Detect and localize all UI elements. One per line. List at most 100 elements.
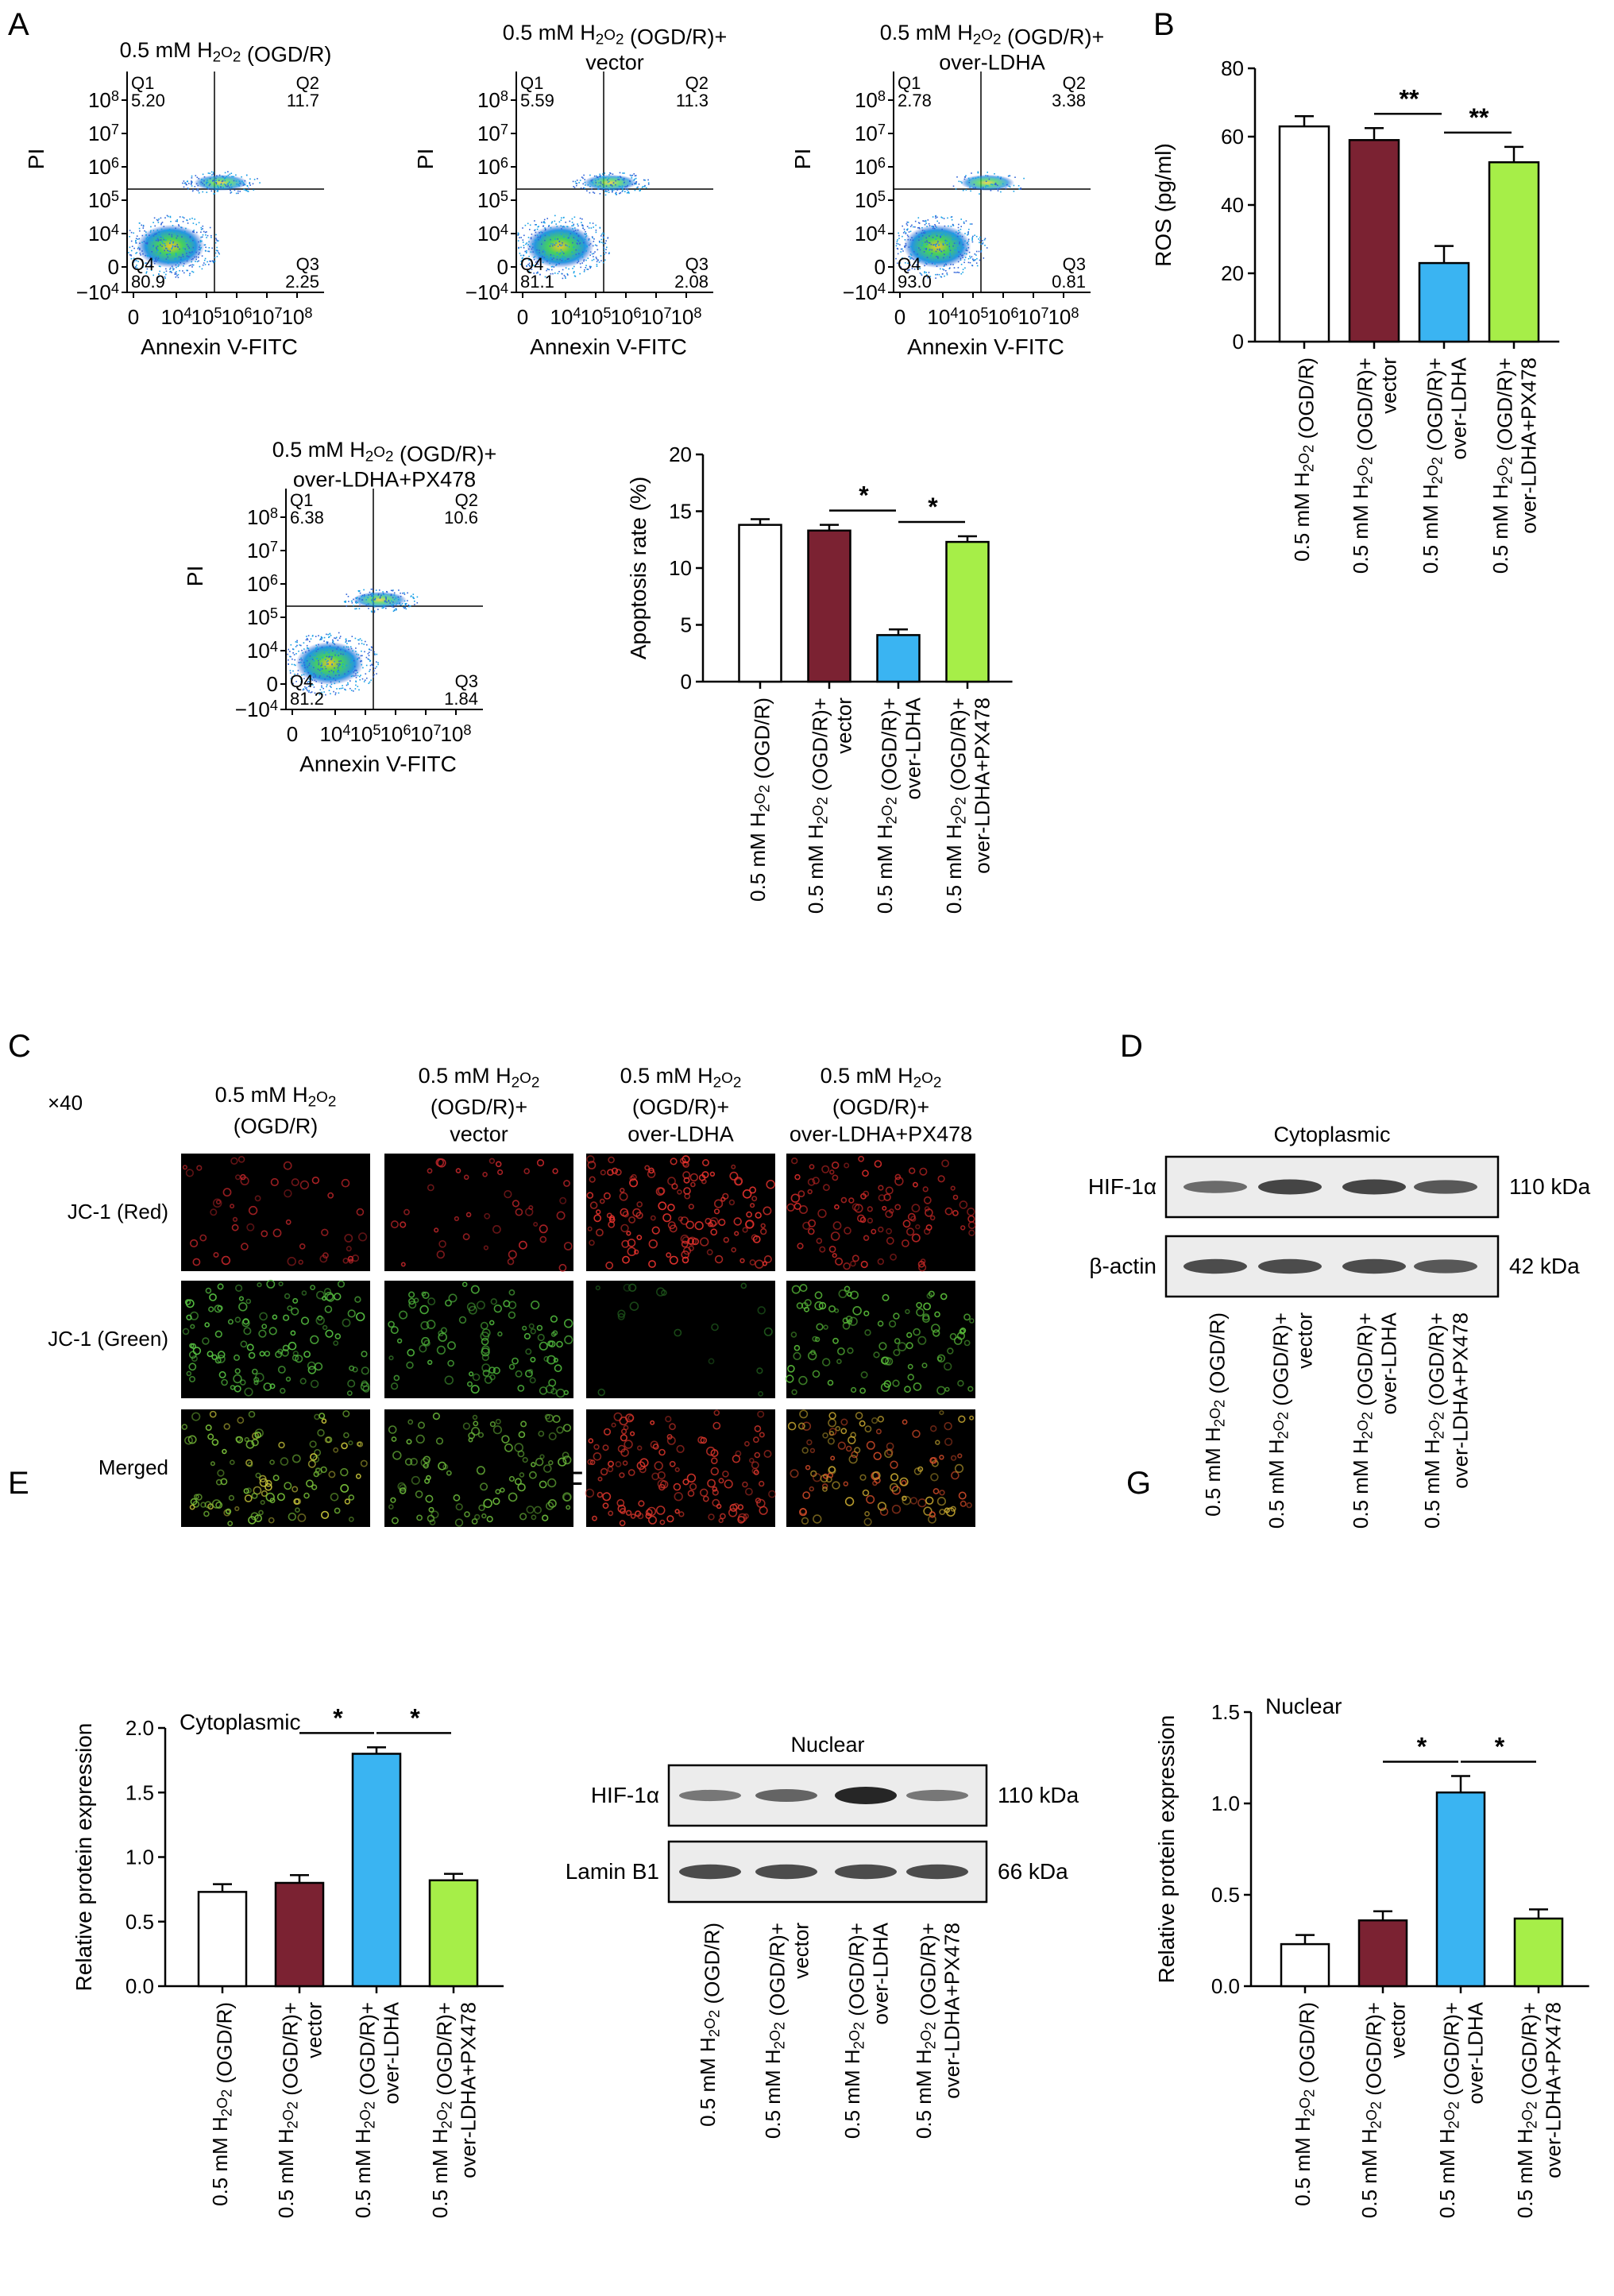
flow-event-point [305, 687, 307, 690]
flow-event-point [182, 182, 183, 184]
flow-event-point [361, 655, 363, 657]
flow-event-point [967, 247, 970, 249]
cell-spot [515, 1208, 523, 1216]
flow-event-point [546, 269, 547, 272]
flow-event-point [171, 234, 173, 236]
flow-event-point [253, 189, 255, 191]
cell-spot [952, 1194, 959, 1200]
flow-event-point [608, 187, 610, 190]
flow-q1-label: Q1 [520, 73, 543, 93]
flow-event-point [946, 244, 948, 245]
flow-event-point [528, 241, 530, 243]
flow-event-point [525, 243, 527, 245]
flow-event-point [161, 241, 163, 242]
cell-spot [941, 1159, 949, 1168]
flow-event-point [967, 242, 968, 244]
flow-event-point [189, 237, 191, 238]
cell-spot [347, 1255, 354, 1262]
flow-event-point [578, 253, 580, 255]
cell-spot [285, 1376, 292, 1382]
flow-event-point [906, 229, 908, 230]
flow-event-point [970, 190, 971, 192]
flow-event-point [536, 249, 538, 251]
cell-spot [324, 1305, 333, 1313]
cell-spot [519, 1240, 527, 1250]
flow-event-point [361, 594, 364, 597]
chart-category-label: 0.5 mM H2O2 (OGD/R)+over-LDHA [1419, 357, 1470, 574]
blot-band [1414, 1180, 1477, 1194]
flow-event-point [576, 253, 578, 255]
cell-spot [848, 1197, 855, 1204]
flow-event-point [296, 640, 298, 642]
cell-spot [232, 1216, 238, 1222]
flow-event-point [136, 265, 137, 266]
flow-event-point [242, 184, 245, 186]
cell-spot [627, 1469, 635, 1476]
cell-spot [562, 1424, 572, 1432]
flow-event-point [308, 678, 311, 680]
flow-event-point [549, 245, 551, 247]
cell-spot [666, 1434, 673, 1440]
flow-event-point [334, 679, 337, 682]
flow-event-point [204, 249, 207, 252]
flow-event-point [315, 650, 318, 652]
blot-title: Nuclear [790, 1733, 864, 1757]
flow-event-point [186, 219, 187, 221]
flow-event-point [328, 671, 330, 673]
flow-event-point [330, 693, 331, 694]
cell-spot [226, 1508, 231, 1514]
flow-event-point [593, 192, 596, 194]
flow-event-point [313, 677, 315, 679]
flow-event-point [192, 271, 195, 273]
cell-spot [809, 1486, 814, 1492]
flow-event-point [187, 245, 189, 247]
flow-event-point [975, 250, 978, 253]
flow-event-point [164, 276, 166, 278]
flow-event-point [192, 188, 195, 191]
cell-spot [647, 1515, 657, 1525]
cell-spot [342, 1410, 350, 1418]
flow-event-point [963, 178, 966, 180]
flow-event-point [963, 247, 965, 249]
cell-spot [629, 1175, 635, 1182]
cell-spot [620, 1223, 629, 1233]
flow-event-point [242, 182, 244, 184]
flow-event-point [583, 271, 585, 273]
flow-event-point [547, 269, 549, 270]
flow-event-point [153, 235, 155, 237]
flow-event-point [390, 593, 392, 596]
cell-spot [944, 1207, 953, 1216]
flow-y-tick-label: 108 [247, 505, 278, 529]
flow-event-point [589, 267, 591, 269]
cell-spot [426, 1320, 436, 1329]
flow-event-point [914, 220, 917, 222]
cell-spot [284, 1189, 292, 1198]
blot-size-label: 110 kDa [1509, 1174, 1591, 1199]
flow-event-point [137, 246, 140, 249]
flow-event-point [565, 261, 567, 262]
flow-event-point [348, 640, 349, 642]
flow-event-point [581, 222, 582, 223]
flow-event-point [176, 273, 177, 275]
flow-y-tick-label: 106 [247, 572, 278, 596]
cell-spot [211, 1499, 222, 1509]
flow-event-point [898, 232, 899, 234]
cell-spot [407, 1348, 415, 1357]
flow-event-point [969, 257, 971, 259]
cell-spot [287, 1256, 296, 1266]
flow-event-point [363, 681, 365, 682]
cell-spot [205, 1424, 212, 1432]
cell-spot [687, 1490, 695, 1497]
flow-event-point [330, 659, 332, 660]
flow-event-point [616, 193, 617, 195]
flow-event-point [206, 183, 207, 184]
cell-spot [187, 1435, 197, 1444]
cell-spot [388, 1355, 394, 1361]
cell-spot [608, 1156, 615, 1164]
flow-event-point [351, 602, 353, 604]
flow-event-point [235, 192, 237, 195]
flow-event-point [157, 256, 160, 257]
flow-event-point [588, 238, 590, 240]
flow-event-point [153, 245, 154, 248]
flow-event-point [371, 599, 373, 601]
